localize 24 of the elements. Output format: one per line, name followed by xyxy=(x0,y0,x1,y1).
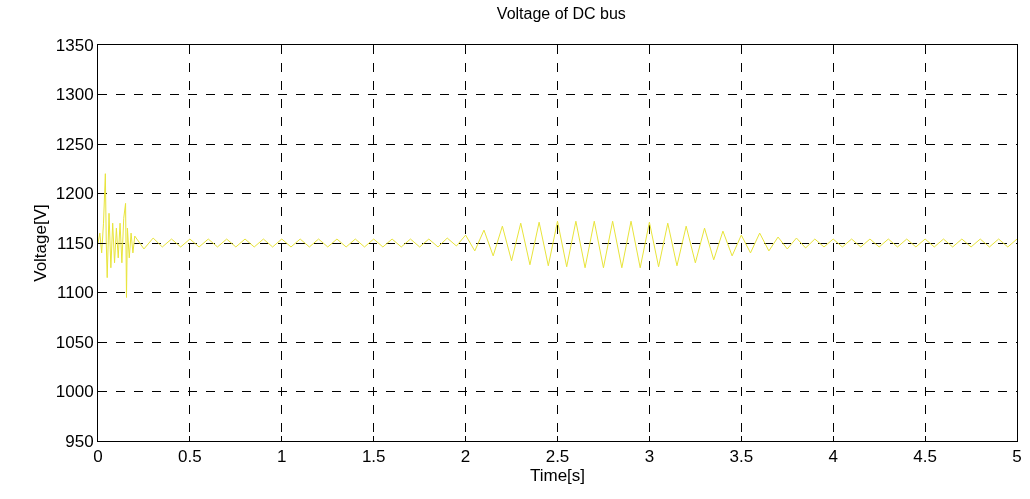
x-tick-label: 4.5 xyxy=(913,447,937,467)
y-tick-label: 1050 xyxy=(55,332,94,352)
x-tick-label: 2.5 xyxy=(545,447,570,467)
x-tick-label: 4 xyxy=(828,447,838,467)
y-tick-label: 1300 xyxy=(55,85,94,105)
y-tick-label: 950 xyxy=(65,431,94,451)
x-tick-label: 3 xyxy=(644,447,655,467)
x-tick-label: 2 xyxy=(460,447,471,467)
x-tick-label: 5 xyxy=(1012,447,1022,467)
x-tick-label: 3.5 xyxy=(729,447,754,467)
y-tick-label: 1150 xyxy=(57,233,94,253)
y-tick-label: 1350 xyxy=(55,35,94,55)
y-tick-label: 1100 xyxy=(57,283,94,303)
x-tick-label: 0.5 xyxy=(178,447,202,467)
y-tick-label: 1200 xyxy=(55,184,94,204)
x-tick-label: 1.5 xyxy=(361,447,386,467)
y-tick-label: 1000 xyxy=(55,382,94,402)
y-axis-title: Voltage[V] xyxy=(31,204,51,282)
line-series xyxy=(98,173,1017,298)
x-tick-label: 0 xyxy=(93,447,103,467)
chart-title: Voltage of DC bus xyxy=(496,4,626,22)
x-tick-label: 1 xyxy=(277,447,287,467)
x-axis-title: Time[s] xyxy=(529,466,586,486)
y-tick-label: 1250 xyxy=(55,134,94,154)
